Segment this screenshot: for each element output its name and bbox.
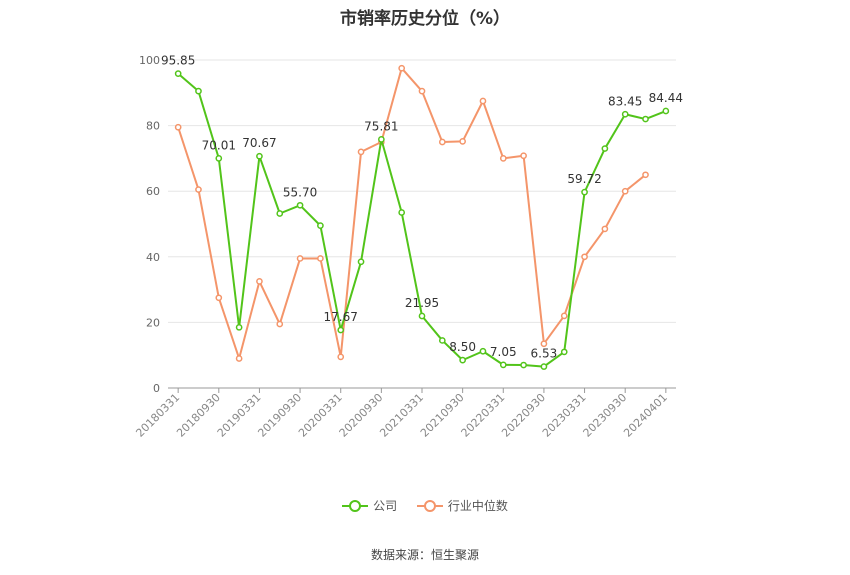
data-label: 8.50: [449, 340, 476, 354]
chart-title: 市销率历史分位（%）: [339, 9, 511, 29]
company-point: [398, 209, 406, 216]
y-tick-label: 60: [146, 185, 160, 198]
industry-median-point: [235, 355, 243, 362]
y-tick-label: 40: [146, 251, 160, 264]
company-point: [276, 210, 284, 217]
industry-median-point: [174, 123, 182, 131]
data-label: 7.05: [490, 345, 517, 359]
company-point: [438, 337, 446, 344]
industry-median-point: [540, 340, 548, 348]
company-point: [621, 110, 629, 118]
data-label: 84.44: [649, 91, 683, 105]
company-point: [418, 312, 426, 320]
company-point: [378, 135, 385, 143]
legend-label-industry-median: 行业中位数: [447, 499, 508, 513]
company-point: [235, 323, 243, 331]
y-tick-label: 20: [146, 316, 160, 329]
data-label: 70.01: [202, 138, 236, 152]
company-point: [479, 347, 487, 355]
company-point: [520, 361, 527, 369]
company-point: [337, 326, 345, 334]
data-label: 6.53: [531, 347, 558, 361]
company-point: [174, 70, 182, 77]
company-point: [560, 348, 568, 356]
data-source-note: 数据来源：恒生聚源: [370, 548, 479, 562]
industry-median-point: [195, 186, 202, 193]
company-point: [642, 115, 649, 123]
industry-median-point: [357, 148, 365, 156]
series-line-industry-median: [177, 67, 647, 360]
industry-median-point: [560, 312, 568, 320]
company-point: [499, 361, 507, 369]
company-point: [459, 356, 466, 364]
company-point: [601, 145, 609, 152]
industry-median-point: [581, 253, 588, 261]
industry-median-point: [256, 278, 263, 285]
data-label: 95.85: [161, 54, 195, 68]
legend-item-industry-median[interactable]: 行业中位数: [416, 497, 508, 514]
legend-swatch-company: [342, 499, 369, 512]
data-label: 70.67: [242, 136, 276, 150]
industry-median-point: [479, 97, 487, 105]
industry-median-point: [601, 225, 609, 233]
industry-median-point: [520, 152, 527, 160]
industry-median-point: [621, 187, 629, 195]
legend-label-company: 公司: [373, 499, 398, 513]
industry-median-point: [438, 138, 446, 146]
legend-item-company[interactable]: 公司: [342, 497, 397, 514]
company-point: [215, 155, 223, 162]
legend-swatch-industry-median: [416, 499, 443, 512]
industry-median-point: [317, 255, 324, 262]
industry-median-point: [642, 171, 649, 179]
industry-median-point: [398, 64, 406, 72]
data-label: 17.67: [324, 310, 358, 324]
data-label: 83.45: [608, 94, 642, 108]
company-point: [581, 188, 588, 196]
company-point: [357, 258, 365, 266]
company-point: [662, 107, 670, 115]
industry-median-point: [215, 294, 223, 302]
company-point: [317, 222, 324, 229]
x-tick-label: 20240401: [621, 391, 670, 440]
industry-median-point: [418, 87, 426, 95]
company-point: [195, 87, 202, 95]
industry-median-point: [459, 137, 466, 145]
industry-median-point: [337, 353, 345, 361]
data-label: 75.81: [364, 119, 398, 133]
chart-legend: 公司 行业中位数: [0, 497, 850, 515]
y-tick-label: 0: [153, 382, 160, 395]
y-tick-label: 100: [139, 54, 160, 67]
industry-median-point: [296, 255, 304, 262]
company-point: [540, 363, 548, 370]
y-tick-label: 80: [146, 120, 160, 133]
industry-median-point: [276, 320, 284, 328]
company-point: [256, 152, 263, 160]
data-label: 55.70: [283, 185, 317, 199]
company-point: [296, 201, 304, 209]
data-label: 59.72: [567, 172, 601, 186]
data-label: 21.95: [405, 296, 439, 310]
industry-median-point: [499, 155, 507, 162]
